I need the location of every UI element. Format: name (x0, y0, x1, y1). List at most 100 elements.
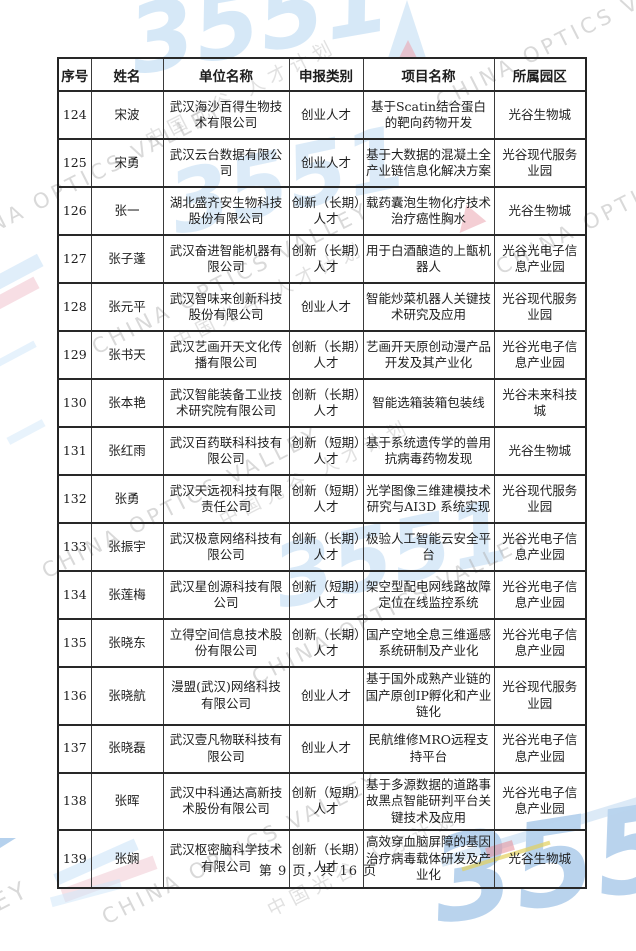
cell-company: 湖北盛齐安生物科技股份有限公司 (162, 186, 290, 236)
table-row: 130 张本艳 武汉智能装备工业技术研究院有限公司 创新（长期）人才 智能选箱装箱包装线… (57, 378, 587, 428)
cell-category: 创新（长期）人才 (288, 829, 364, 889)
cell-company: 武汉艺画开天文化传播有限公司 (162, 330, 290, 380)
cell-name: 张振宇 (90, 522, 164, 572)
cell-name: 张晓东 (90, 618, 164, 668)
cell-no: 125 (57, 138, 92, 188)
cell-name: 宋勇 (90, 138, 164, 188)
cell-name: 张本艳 (90, 378, 164, 428)
col-header-no: 序号 (57, 57, 92, 92)
cell-category: 创新（长期）人才 (288, 378, 364, 428)
table-row: 136 张晓航 漫盟(武汉)网络科技有限公司 创业人才 基于国外成熟产业链的国产原创IP… (57, 666, 587, 726)
cell-park: 光谷光电子信息产业园 (493, 618, 587, 668)
table-row: 132 张勇 武汉天远视科技有限责任公司 创新（短期）人才 光学图像三维建模技术研究与A… (57, 474, 587, 524)
cell-project: 基于系统遗传学的兽用抗病毒药物发现 (362, 426, 495, 476)
cell-category: 创业人才 (288, 282, 364, 332)
cell-project: 智能炒菜机器人关键技术研究及应用 (362, 282, 495, 332)
cell-park: 光谷现代服务业园 (493, 282, 587, 332)
cell-project: 基于国外成熟产业链的国产原创IP孵化和产业链化 (362, 666, 495, 726)
cell-category: 创新（短期）人才 (288, 474, 364, 524)
cell-park: 光谷生物城 (493, 426, 587, 476)
cell-park: 光谷现代服务业园 (493, 474, 587, 524)
cell-no: 137 (57, 723, 92, 774)
cell-no: 128 (57, 282, 92, 332)
cell-project: 极验人工智能云安全平台 (362, 522, 495, 572)
col-header-company: 单位名称 (162, 57, 290, 92)
cell-project: 架空型配电网线路故障定位在线监控系统 (362, 570, 495, 620)
logo-triangle-blue (388, 0, 426, 58)
left-chevron-pink (0, 276, 40, 317)
cell-category: 创新（短期）人才 (288, 771, 364, 831)
col-header-name: 姓名 (90, 57, 164, 92)
cell-company: 武汉星创源科技有限公司 (162, 570, 290, 620)
cell-company: 武汉智味来创新科技股份有限公司 (162, 282, 290, 332)
col-header-project: 项目名称 (362, 57, 495, 92)
cell-company: 武汉智能装备工业技术研究院有限公司 (162, 378, 290, 428)
cell-no: 136 (57, 666, 92, 726)
cell-name: 张晖 (90, 771, 164, 831)
cell-name: 张一 (90, 186, 164, 236)
cell-park: 光谷光电子信息产业园 (493, 330, 587, 380)
cell-project: 用于白酒酿造的上甑机器人 (362, 234, 495, 284)
cell-name: 张元平 (90, 282, 164, 332)
cell-no: 130 (57, 378, 92, 428)
cell-category: 创新（长期）人才 (288, 186, 364, 236)
cell-company: 立得空间信息技术股份有限公司 (162, 618, 290, 668)
logo-triangle-red (399, 40, 417, 58)
watermark-text-en-tail: EY (0, 874, 35, 917)
cell-category: 创业人才 (288, 666, 364, 726)
cell-category: 创业人才 (288, 138, 364, 188)
cell-category: 创业人才 (288, 90, 364, 140)
cell-no: 127 (57, 234, 92, 284)
cell-no: 132 (57, 474, 92, 524)
cell-no: 131 (57, 426, 92, 476)
table-row: 137 张晓磊 武汉壹凡物联科技有限公司 创业人才 民航维修MRO远程支持平台 光谷光电子… (57, 723, 587, 774)
cell-name: 张晓航 (90, 666, 164, 726)
cell-park: 光谷光电子信息产业园 (493, 234, 587, 284)
cell-project: 基于Scatin结合蛋白的靶向药物开发 (362, 90, 495, 140)
cell-park: 光谷现代服务业园 (493, 666, 587, 726)
table-row: 133 张振宇 武汉极意网络科技有限公司 创新（长期）人才 极验人工智能云安全平台 光谷光… (57, 522, 587, 572)
cell-project: 国产空地全息三维遥感系统研制及产业化 (362, 618, 495, 668)
cell-company: 武汉奋进智能机器有限公司 (162, 234, 290, 284)
cell-park: 光谷现代服务业园 (493, 138, 587, 188)
cell-project: 民航维修MRO远程支持平台 (362, 723, 495, 774)
table-row: 126 张一 湖北盛齐安生物科技股份有限公司 创新（长期）人才 载药囊泡生物化疗技术治疗… (57, 186, 587, 236)
table-row: 139 张娴 武汉枢密脑科学技术有限公司 创新（长期）人才 高效穿血脑屏障的基因治疗病毒… (57, 829, 587, 889)
cell-category: 创新（长期）人才 (288, 234, 364, 284)
cell-name: 张书天 (90, 330, 164, 380)
cell-company: 武汉壹凡物联科技有限公司 (162, 723, 290, 774)
cell-name: 宋波 (90, 90, 164, 140)
cell-category: 创新（短期）人才 (288, 426, 364, 476)
left-streak-blue (6, 419, 46, 445)
cell-no: 126 (57, 186, 92, 236)
table-row: 128 张元平 武汉智味来创新科技股份有限公司 创业人才 智能炒菜机器人关键技术研究及应… (57, 282, 587, 332)
cell-park: 光谷未来科技城 (493, 378, 587, 428)
left-chevron-blue (0, 253, 44, 297)
cell-name: 张红雨 (90, 426, 164, 476)
cell-park: 光谷生物城 (493, 90, 587, 140)
cell-no: 138 (57, 771, 92, 831)
cell-category: 创新（长期）人才 (288, 330, 364, 380)
table-body: 124 宋波 武汉海沙百得生物技术有限公司 创业人才 基于Scatin结合蛋白的靶向药物… (57, 90, 587, 889)
cell-no: 129 (57, 330, 92, 380)
table-row: 129 张书天 武汉艺画开天文化传播有限公司 创新（长期）人才 艺画开天原创动漫产品开发… (57, 330, 587, 380)
cell-company: 武汉百药联科科技有限公司 (162, 426, 290, 476)
page-number: 第 9 页，共 16 页 (258, 864, 378, 879)
cell-category: 创新（长期）人才 (288, 522, 364, 572)
table-row: 124 宋波 武汉海沙百得生物技术有限公司 创业人才 基于Scatin结合蛋白的靶向药物… (57, 90, 587, 140)
left-streak-blue (0, 340, 37, 371)
cell-park: 光谷光电子信息产业园 (493, 522, 587, 572)
cell-category: 创业人才 (288, 723, 364, 774)
cell-project: 基于大数据的混凝土全产业链信息化解决方案 (362, 138, 495, 188)
cell-park: 光谷生物城 (493, 186, 587, 236)
table-row: 135 张晓东 立得空间信息技术股份有限公司 创新（长期）人才 国产空地全息三维遥感系统… (57, 618, 587, 668)
table-row: 125 宋勇 武汉云台数据有限公司 创业人才 基于大数据的混凝土全产业链信息化解决方案光… (57, 138, 587, 188)
cell-name: 张子蓬 (90, 234, 164, 284)
cell-project: 基于多源数据的道路事故黑点智能研判平台关键技术及应用 (362, 771, 495, 831)
talent-roster-table: 序号 姓名 单位名称 申报类别 项目名称 所属园区 124 宋波 武汉海沙百得生物技术有限公司… (57, 57, 587, 889)
cell-company: 武汉中科通达高新技术股份有限公司 (162, 771, 290, 831)
table-header-row: 序号 姓名 单位名称 申报类别 项目名称 所属园区 (57, 57, 587, 92)
table-row: 127 张子蓬 武汉奋进智能机器有限公司 创新（长期）人才 用于白酒酿造的上甑机器人 光谷… (57, 234, 587, 284)
cell-project: 载药囊泡生物化疗技术治疗癌性胸水 (362, 186, 495, 236)
cell-name: 张勇 (90, 474, 164, 524)
